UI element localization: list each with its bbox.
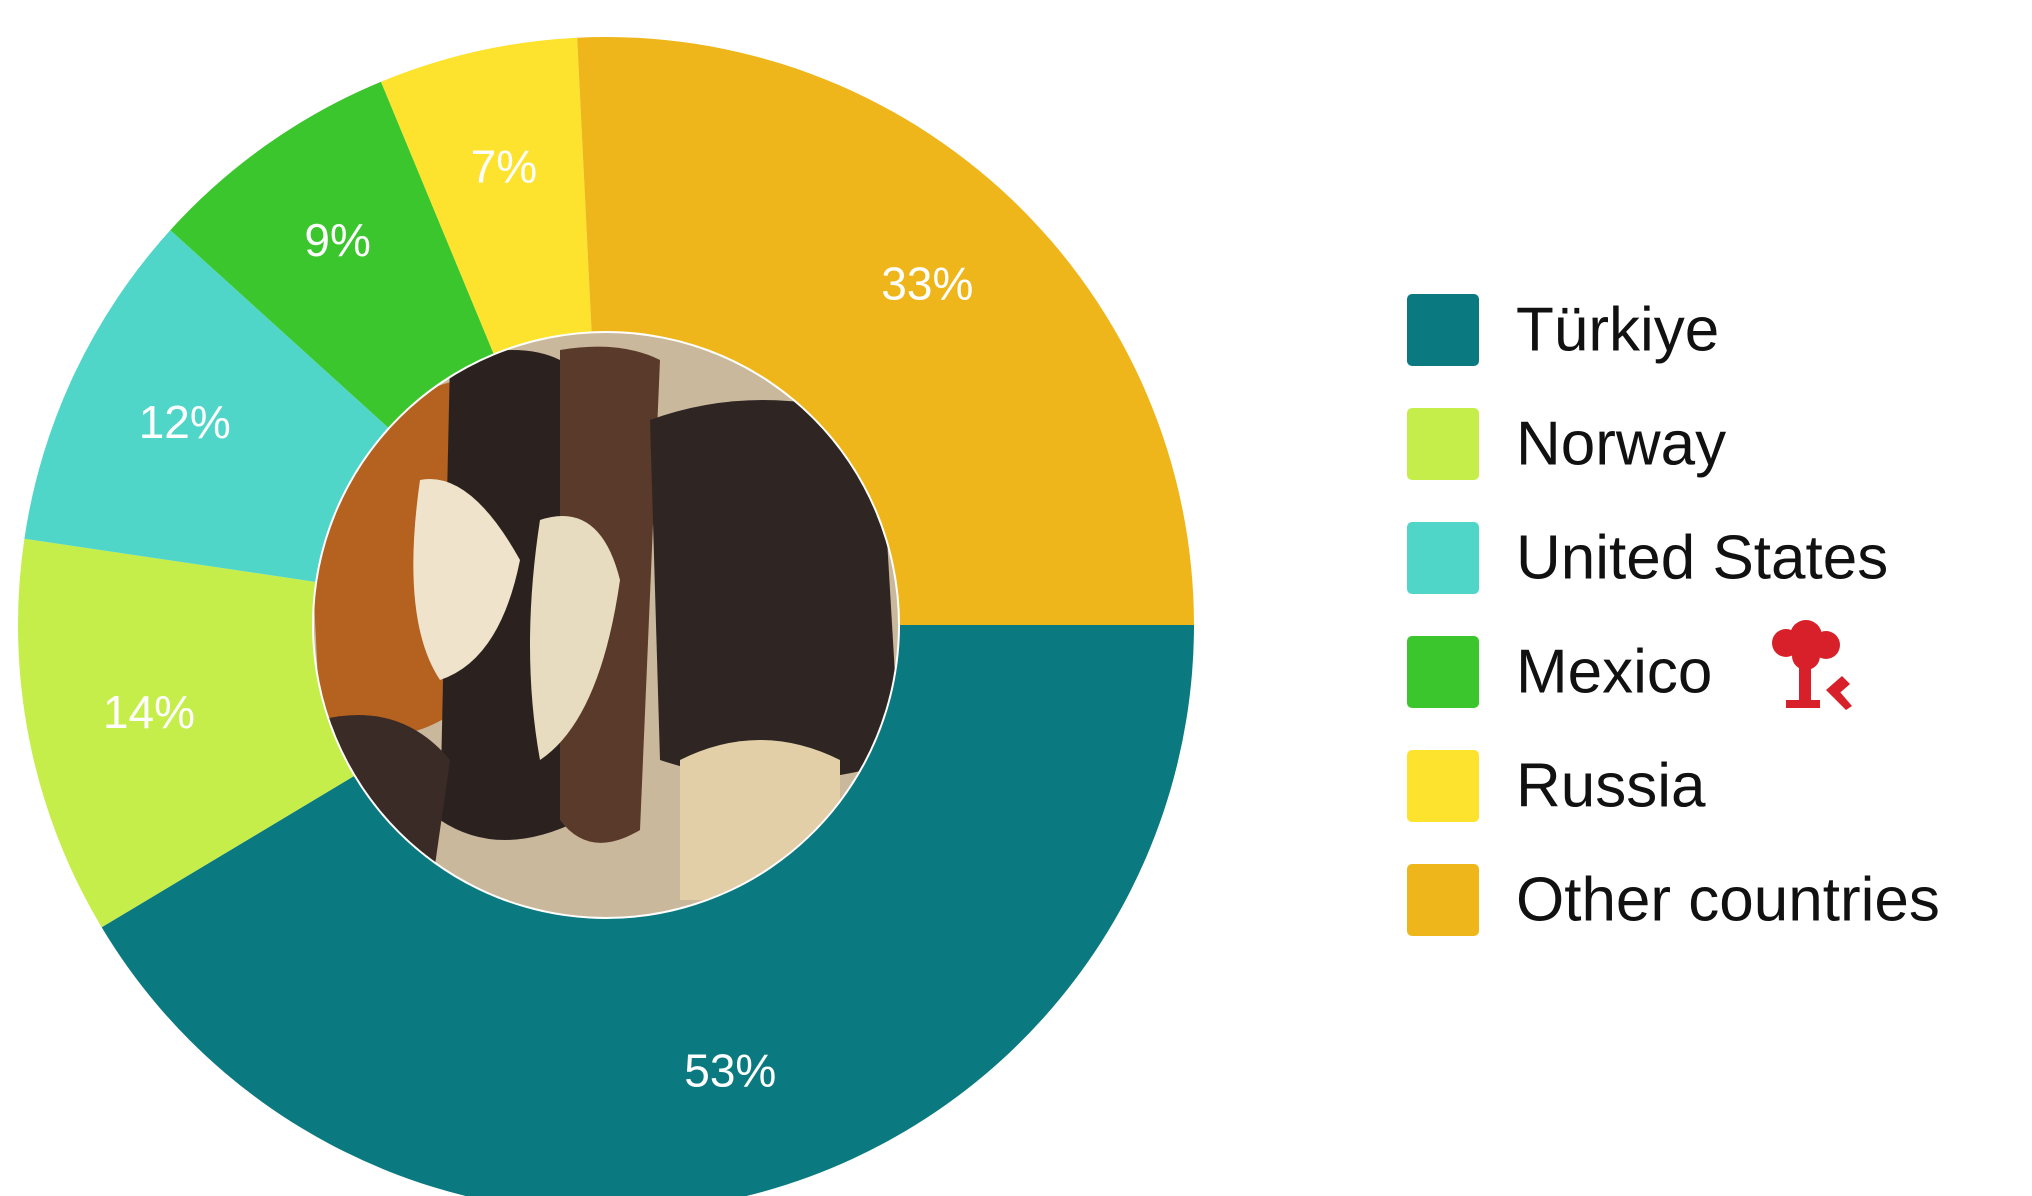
slice — [577, 37, 1194, 625]
value-label: 7% — [471, 140, 537, 192]
legend-label: Norway — [1516, 409, 1726, 478]
legend-swatch — [1407, 750, 1479, 822]
legend-swatch — [1407, 294, 1479, 366]
slice — [24, 230, 389, 582]
legend: Türkiye Norway United States Mexico Russia Ot… — [1407, 294, 1940, 936]
slice — [170, 81, 494, 428]
legend-label: United States — [1516, 523, 1888, 592]
legend-label: Türkiye — [1516, 295, 1719, 364]
legend-label: Other countries — [1516, 865, 1940, 934]
legend-swatch — [1407, 522, 1479, 594]
value-labels: 53% 14% 12% 9% 7% 33% — [103, 140, 973, 1096]
slice — [380, 37, 592, 354]
legend-label: Mexico — [1516, 637, 1712, 706]
mexico-icon — [1772, 620, 1852, 710]
value-label: 14% — [103, 686, 195, 738]
value-label: 9% — [304, 214, 370, 266]
value-label: 12% — [139, 396, 231, 448]
slice — [18, 538, 354, 928]
legend-swatch — [1407, 864, 1479, 936]
legend-label: Russia — [1516, 751, 1706, 820]
slices — [18, 37, 1194, 1196]
value-label: 53% — [684, 1044, 776, 1096]
slice — [101, 625, 1194, 1196]
legend-swatch — [1407, 636, 1479, 708]
legend-swatch — [1407, 408, 1479, 480]
value-label: 33% — [881, 258, 973, 310]
